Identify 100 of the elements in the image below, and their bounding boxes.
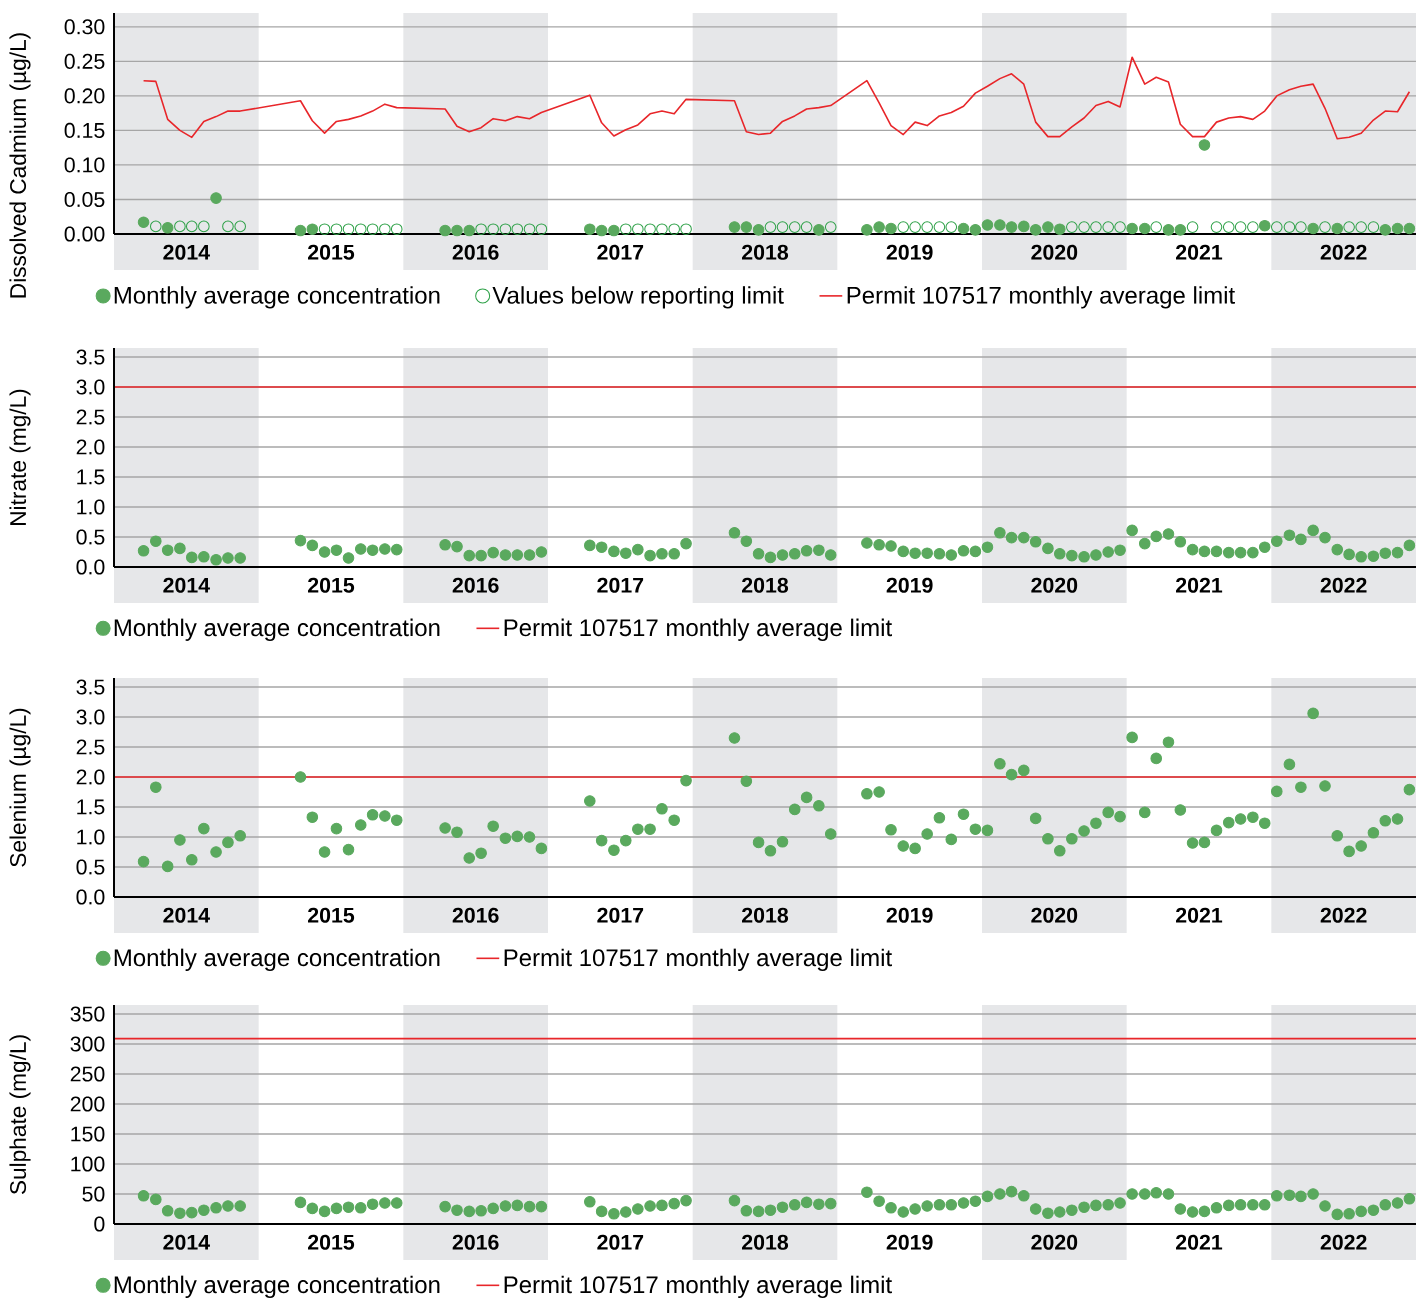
point <box>861 223 873 236</box>
point <box>897 221 910 233</box>
y-tick-label: 0.0 <box>76 559 105 575</box>
legend-label: Monthly average concentration <box>114 618 440 641</box>
point <box>788 221 801 233</box>
x-tick-label: 2020 <box>1031 577 1078 593</box>
x-tick-label: 2022 <box>1320 577 1367 593</box>
point <box>813 223 825 236</box>
point <box>981 219 994 231</box>
x-tick-label: 2019 <box>886 1234 933 1250</box>
x-tick-label: 2015 <box>308 244 355 260</box>
point <box>1198 138 1211 151</box>
point <box>475 223 487 235</box>
point <box>306 223 319 235</box>
point <box>1355 221 1367 233</box>
point <box>379 223 391 235</box>
x-tick-label: 2015 <box>308 577 355 593</box>
x-tick-label: 2014 <box>163 244 210 260</box>
point <box>1186 221 1199 233</box>
point <box>1018 220 1030 233</box>
point <box>776 221 789 233</box>
point <box>318 223 331 235</box>
y-tick-label: 0.20 <box>64 88 105 104</box>
x-tick-label: 2018 <box>742 907 789 923</box>
x-tick-label: 2021 <box>1176 577 1223 593</box>
point <box>1222 221 1235 233</box>
point <box>294 224 307 237</box>
legend-label: Monthly average concentration <box>114 1275 440 1298</box>
point <box>824 221 837 233</box>
y-tick-label: 250 <box>70 1066 105 1082</box>
point <box>137 216 150 228</box>
y-tick-label: 0.00 <box>64 226 105 242</box>
x-tick-label: 2021 <box>1176 1234 1223 1250</box>
x-tick-label: 2021 <box>1176 907 1223 923</box>
y-tick-label: 100 <box>71 1156 105 1172</box>
x-tick-label: 2015 <box>308 907 355 923</box>
x-tick-label: 2022 <box>1320 1234 1367 1250</box>
point <box>1150 221 1163 233</box>
point <box>873 221 885 233</box>
x-tick-label: 2019 <box>886 577 933 593</box>
point <box>644 223 656 235</box>
y-tick-label: 1.5 <box>77 799 105 815</box>
x-tick-label: 2020 <box>1031 907 1078 923</box>
legend-label: Permit 107517 monthly average limit <box>504 948 892 971</box>
x-tick-label: 2016 <box>452 577 499 593</box>
y-tick-label: 0.15 <box>64 122 105 138</box>
point <box>885 222 897 235</box>
point <box>330 223 343 235</box>
y-axis-title: Selenium (µg/L) <box>9 708 31 867</box>
y-tick-label: 0.5 <box>76 529 105 545</box>
x-tick-label: 2014 <box>163 577 210 593</box>
point <box>584 223 596 235</box>
y-tick-label: 1.0 <box>77 499 105 515</box>
y-tick-label: 300 <box>70 1036 105 1052</box>
point <box>210 192 222 204</box>
point <box>1174 223 1187 236</box>
y-tick-label: 150 <box>71 1126 105 1142</box>
x-tick-label: 2021 <box>1176 244 1223 260</box>
point <box>595 224 608 237</box>
point <box>668 223 680 235</box>
point <box>1283 221 1296 233</box>
point <box>632 223 644 235</box>
point <box>1102 221 1114 233</box>
point <box>1053 223 1066 235</box>
point <box>740 221 753 233</box>
point <box>390 223 403 235</box>
point <box>535 223 548 235</box>
point <box>499 223 512 235</box>
x-tick-label: 2014 <box>163 1234 210 1250</box>
x-tick-label: 2022 <box>1320 907 1367 923</box>
point <box>800 221 813 233</box>
x-tick-label: 2020 <box>1031 1234 1078 1250</box>
point <box>222 220 234 233</box>
point <box>1295 221 1307 233</box>
y-tick-label: 1.5 <box>77 469 105 485</box>
point <box>1307 222 1319 235</box>
point <box>1066 221 1078 233</box>
point <box>150 220 162 233</box>
point <box>1029 223 1042 236</box>
point <box>451 224 463 237</box>
point <box>523 223 536 235</box>
point <box>656 223 668 235</box>
line-series <box>142 56 1411 140</box>
point <box>1090 221 1102 233</box>
point <box>354 223 367 235</box>
x-tick-label: 2018 <box>742 1234 789 1250</box>
point <box>174 220 186 233</box>
point <box>680 223 692 235</box>
y-tick-label: 0 <box>94 1216 105 1232</box>
point <box>933 221 946 233</box>
point <box>1126 222 1138 235</box>
point <box>161 221 174 234</box>
y-tick-label: 1.0 <box>77 829 105 845</box>
legend-label: Permit 107517 monthly average limit <box>847 286 1235 309</box>
y-tick-label: 3.0 <box>76 379 105 395</box>
point <box>1367 221 1380 233</box>
legend-label: Values below reporting limit <box>492 286 784 309</box>
point <box>511 223 524 235</box>
point <box>1343 221 1355 233</box>
y-tick-label: 0.5 <box>76 859 105 875</box>
